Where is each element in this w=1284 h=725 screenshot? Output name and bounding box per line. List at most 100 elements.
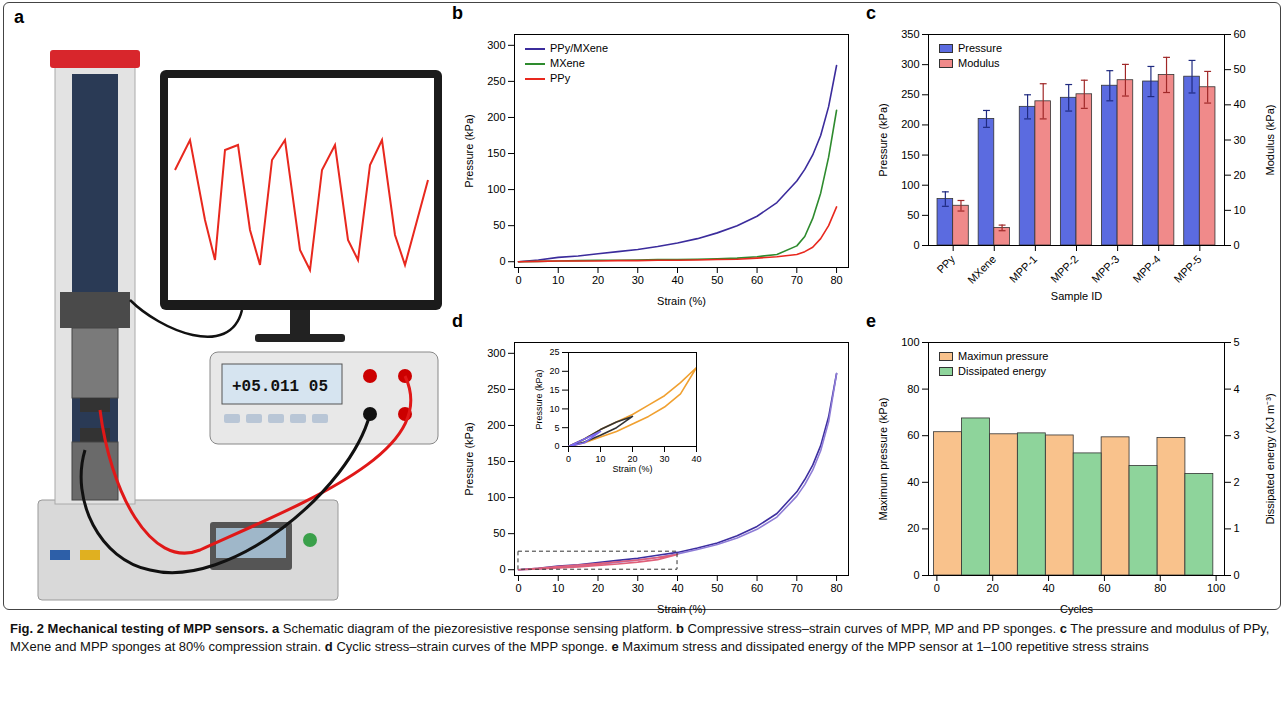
svg-text:10: 10 — [595, 454, 605, 464]
svg-text:15: 15 — [549, 385, 559, 395]
svg-text:50: 50 — [493, 219, 505, 231]
html-text:PPy: PPy — [550, 72, 571, 84]
svg-text:30: 30 — [659, 454, 669, 464]
svg-text:100: 100 — [487, 491, 505, 503]
svg-text:70: 70 — [791, 582, 803, 594]
svg-text:Pressure (kPa): Pressure (kPa) — [534, 369, 544, 429]
html-text:Fig. 2 Mechanical testing of M: Fig. 2 Mechanical testing of MPP sensors… — [10, 621, 1270, 654]
svg-text:150: 150 — [487, 455, 505, 467]
svg-text:40: 40 — [671, 274, 683, 286]
svg-text:0: 0 — [515, 274, 521, 286]
svg-text:0: 0 — [913, 239, 919, 251]
svg-text:150: 150 — [487, 147, 505, 159]
svg-text:80: 80 — [830, 582, 842, 594]
svg-text:PPy: PPy — [934, 252, 957, 275]
html-text:MXene: MXene — [550, 57, 585, 69]
svg-text:200: 200 — [487, 111, 505, 123]
svg-text:Modulus (kPa): Modulus (kPa) — [1264, 105, 1276, 176]
svg-text:3: 3 — [1234, 429, 1240, 441]
svg-text:100: 100 — [1207, 582, 1225, 594]
svg-text:30: 30 — [632, 274, 644, 286]
svg-text:5: 5 — [1234, 336, 1240, 348]
svg-text:60: 60 — [1234, 28, 1246, 40]
svg-text:20: 20 — [1234, 169, 1246, 181]
html-text:PPy/MXene: PPy/MXene — [550, 42, 609, 54]
svg-text:50: 50 — [907, 209, 919, 221]
svg-text:0: 0 — [515, 582, 521, 594]
svg-text:Strain (%): Strain (%) — [657, 603, 706, 615]
svg-text:1: 1 — [1234, 522, 1240, 534]
svg-text:100: 100 — [901, 179, 919, 191]
svg-text:0: 0 — [913, 569, 919, 581]
svg-text:60: 60 — [751, 274, 763, 286]
svg-text:MPP-4: MPP-4 — [1130, 253, 1162, 285]
svg-text:200: 200 — [901, 118, 919, 130]
svg-text:Pressure (kPa): Pressure (kPa) — [877, 103, 889, 176]
svg-text:40: 40 — [691, 454, 701, 464]
svg-text:30: 30 — [632, 582, 644, 594]
svg-text:70: 70 — [791, 274, 803, 286]
svg-text:80: 80 — [1154, 582, 1166, 594]
svg-text:350: 350 — [901, 28, 919, 40]
svg-text:250: 250 — [487, 75, 505, 87]
svg-text:20: 20 — [549, 366, 559, 376]
svg-text:40: 40 — [907, 476, 919, 488]
svg-text:Strain (%): Strain (%) — [612, 464, 652, 474]
svg-text:20: 20 — [627, 454, 637, 464]
svg-text:20: 20 — [987, 582, 999, 594]
svg-text:20: 20 — [592, 274, 604, 286]
svg-text:60: 60 — [751, 582, 763, 594]
svg-text:10: 10 — [1234, 204, 1246, 216]
svg-text:40: 40 — [1042, 582, 1054, 594]
svg-text:MPP-1: MPP-1 — [1007, 253, 1039, 285]
svg-text:0: 0 — [1234, 569, 1240, 581]
svg-text:MPP-2: MPP-2 — [1048, 253, 1080, 285]
svg-text:+05.011 05: +05.011 05 — [232, 378, 328, 396]
svg-text:30: 30 — [1234, 134, 1246, 146]
svg-text:0: 0 — [566, 454, 571, 464]
svg-text:5: 5 — [554, 423, 559, 433]
svg-text:0: 0 — [554, 441, 559, 451]
svg-text:300: 300 — [901, 58, 919, 70]
svg-text:250: 250 — [901, 88, 919, 100]
svg-text:300: 300 — [487, 39, 505, 51]
svg-text:200: 200 — [487, 419, 505, 431]
svg-text:10: 10 — [549, 404, 559, 414]
svg-text:80: 80 — [830, 274, 842, 286]
svg-text:Cycles: Cycles — [1060, 603, 1094, 615]
svg-text:50: 50 — [711, 274, 723, 286]
svg-text:25: 25 — [549, 347, 559, 357]
svg-text:10: 10 — [552, 274, 564, 286]
svg-text:250: 250 — [487, 383, 505, 395]
svg-text:0: 0 — [499, 563, 505, 575]
svg-text:Sample ID: Sample ID — [1051, 290, 1102, 302]
svg-text:10: 10 — [552, 582, 564, 594]
svg-text:150: 150 — [901, 149, 919, 161]
svg-text:100: 100 — [901, 336, 919, 348]
svg-text:40: 40 — [1234, 98, 1246, 110]
svg-text:MXene: MXene — [965, 253, 998, 286]
svg-text:20: 20 — [907, 522, 919, 534]
svg-text:Strain (%): Strain (%) — [657, 295, 706, 307]
svg-text:50: 50 — [1234, 63, 1246, 75]
svg-text:0: 0 — [1234, 239, 1240, 251]
svg-text:60: 60 — [1098, 582, 1110, 594]
svg-text:Pressure (kPa): Pressure (kPa) — [463, 422, 475, 495]
svg-text:2: 2 — [1234, 476, 1240, 488]
svg-text:Pressure (kPa): Pressure (kPa) — [463, 114, 475, 187]
svg-text:4: 4 — [1234, 383, 1240, 395]
svg-text:50: 50 — [711, 582, 723, 594]
svg-text:Maximum pressure (kPa): Maximum pressure (kPa) — [877, 398, 889, 521]
svg-text:60: 60 — [907, 429, 919, 441]
svg-text:Dissipated energy (KJ m⁻³): Dissipated energy (KJ m⁻³) — [1264, 393, 1276, 524]
svg-text:20: 20 — [592, 582, 604, 594]
svg-text:100: 100 — [487, 183, 505, 195]
svg-text:0: 0 — [934, 582, 940, 594]
svg-text:300: 300 — [487, 347, 505, 359]
svg-text:80: 80 — [907, 383, 919, 395]
svg-text:MPP-3: MPP-3 — [1089, 253, 1121, 285]
svg-text:40: 40 — [671, 582, 683, 594]
svg-text:0: 0 — [499, 255, 505, 267]
svg-text:MPP-5: MPP-5 — [1171, 253, 1203, 285]
svg-text:50: 50 — [493, 527, 505, 539]
